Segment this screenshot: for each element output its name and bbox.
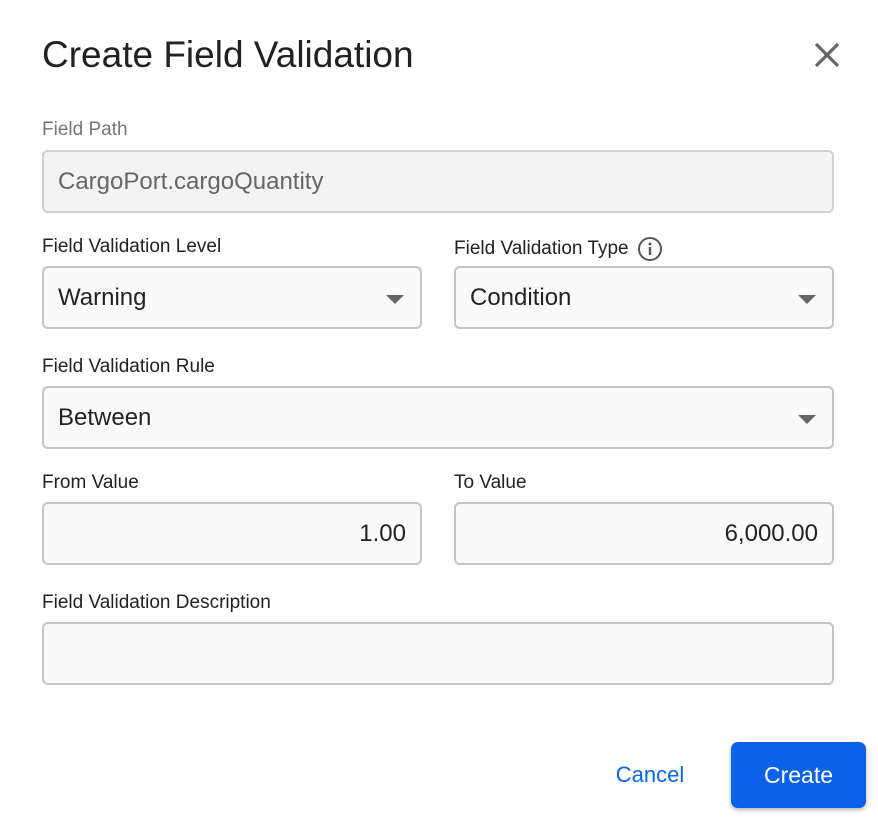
close-icon[interactable] [808,36,846,74]
field-path-label: Field Path [42,119,128,140]
chevron-down-icon [386,295,404,304]
chevron-down-icon [798,415,816,424]
to-value-input[interactable]: 6,000.00 [454,502,834,565]
dialog-title: Create Field Validation [42,34,414,75]
validation-type-label-text: Field Validation Type [454,238,629,260]
chevron-down-icon [798,295,816,304]
cancel-button[interactable]: Cancel [615,762,685,787]
info-icon[interactable] [637,236,663,262]
from-value-label: From Value [42,472,139,493]
to-value-label: To Value [454,472,527,493]
validation-type-value: Condition [470,283,572,311]
from-value-text: 1.00 [359,519,406,547]
field-path-value: CargoPort.cargoQuantity [58,167,324,195]
description-input[interactable] [42,622,834,685]
validation-rule-value: Between [58,403,152,431]
validation-level-label: Field Validation Level [42,236,222,257]
from-value-input[interactable]: 1.00 [42,502,422,565]
validation-rule-label: Field Validation Rule [42,356,215,377]
validation-level-value: Warning [58,283,147,311]
validation-type-label: Field Validation Type [454,236,663,262]
field-path-input: CargoPort.cargoQuantity [42,150,834,213]
validation-level-select[interactable]: Warning [42,266,422,329]
description-label: Field Validation Description [42,592,271,613]
create-button[interactable]: Create [731,742,866,808]
validation-type-select[interactable]: Condition [454,266,834,329]
validation-rule-select[interactable]: Between [42,386,834,449]
to-value-text: 6,000.00 [724,519,818,547]
